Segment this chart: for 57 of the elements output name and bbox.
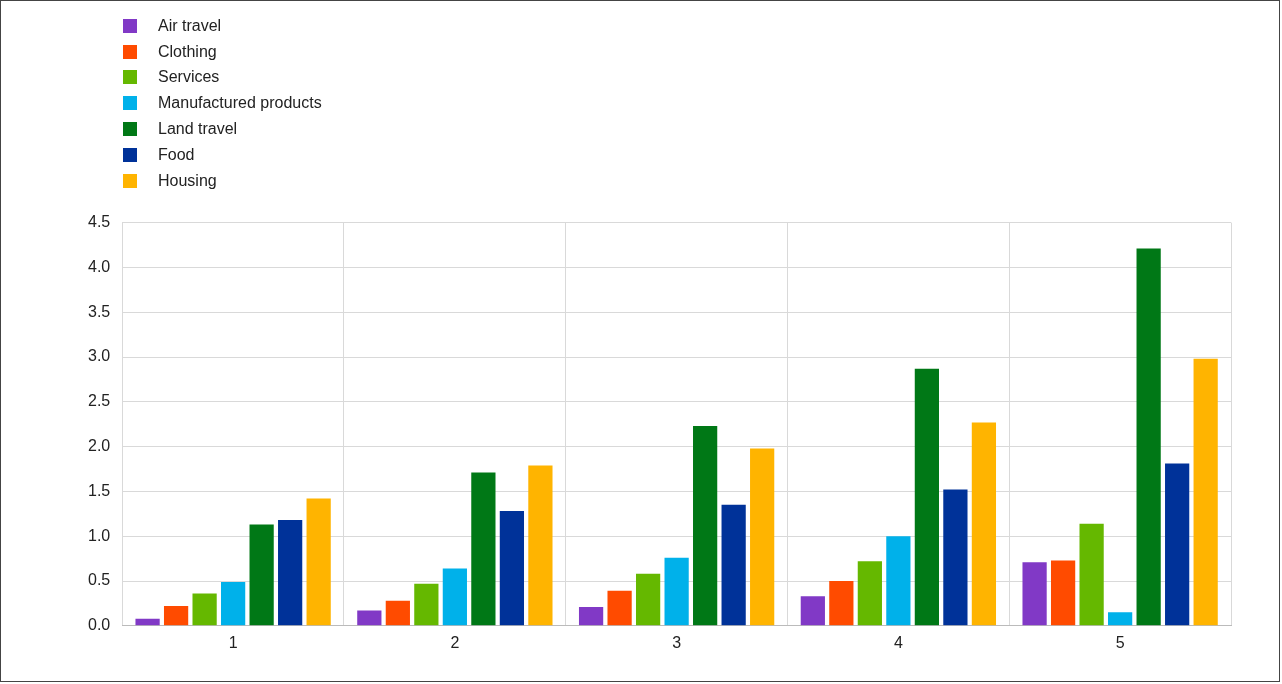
y-tick-label: 2.5: [87, 392, 111, 410]
bar: [607, 590, 632, 626]
bar: [249, 524, 274, 626]
bar: [664, 557, 689, 626]
bar: [971, 422, 997, 626]
bar: [528, 465, 553, 626]
bar: [414, 583, 439, 626]
bar: [857, 561, 882, 626]
bar: [1136, 248, 1161, 626]
bar: [135, 618, 160, 626]
legend-label: Air travel: [158, 16, 222, 35]
bar: [163, 606, 189, 626]
x-tick-label: 5: [1115, 633, 1125, 651]
bar: [721, 504, 746, 626]
legend-label: Land travel: [158, 120, 238, 139]
y-tick-label: 1.0: [87, 526, 111, 544]
legend-label: Clothing: [158, 42, 217, 61]
y-tick-label: 2.0: [87, 437, 111, 455]
bar: [886, 536, 911, 626]
bar: [800, 596, 825, 626]
bar: [1193, 358, 1218, 626]
x-tick-label: 1: [228, 633, 238, 651]
legend-label: Food: [158, 145, 195, 164]
y-tick-label: 3.0: [87, 347, 111, 365]
bar: [192, 593, 217, 626]
bar: [829, 581, 854, 626]
legend-label: Manufactured products: [158, 94, 322, 113]
bar: [914, 368, 939, 626]
bar: [1050, 560, 1076, 626]
x-tick-label: 3: [672, 633, 682, 651]
bar: [499, 511, 525, 626]
bar: [943, 489, 968, 626]
bar: [578, 606, 604, 626]
bar: [635, 573, 661, 626]
bar: [750, 448, 775, 626]
bar: [693, 425, 718, 626]
bar: [385, 600, 410, 626]
legend-label: Housing: [158, 171, 217, 190]
bar: [1165, 463, 1190, 626]
bar: [357, 610, 382, 626]
y-tick-label: 3.5: [87, 302, 111, 320]
y-tick-label: 0.5: [87, 571, 111, 589]
bar: [471, 472, 496, 626]
y-tick-label: 0.0: [87, 616, 111, 634]
y-tick-label: 4.5: [87, 213, 111, 231]
bar: [221, 581, 246, 626]
y-tick-label: 1.5: [87, 481, 111, 499]
legend-label: Services: [158, 68, 220, 87]
bar: [1079, 523, 1104, 626]
bar: [1108, 612, 1133, 626]
x-tick-label: 2: [450, 633, 460, 651]
bar: [306, 498, 331, 626]
y-tick-label: 4.0: [87, 257, 111, 275]
bar: [278, 520, 303, 626]
x-tick-label: 4: [893, 633, 903, 651]
bar: [1022, 562, 1047, 626]
bar: [442, 568, 467, 626]
